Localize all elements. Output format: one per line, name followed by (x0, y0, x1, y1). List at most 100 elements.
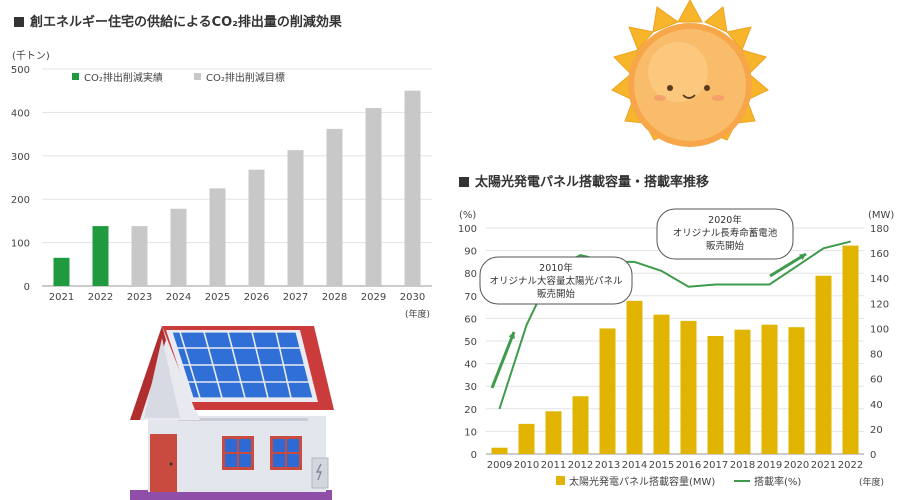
annotation-text: 2020年 (708, 214, 742, 226)
y-axis-label: (千トン) (12, 50, 50, 62)
left-tick-label: 0 (471, 450, 477, 461)
bar (599, 328, 616, 454)
right-tick-label: 20 (870, 425, 883, 436)
legend-label: CO₂排出削減実績 (84, 71, 163, 84)
left-tick-label: 50 (464, 337, 477, 348)
annotation-arrow (769, 252, 807, 278)
legend-label: 搭載率(%) (754, 475, 801, 488)
x-tick-label: 2019 (757, 460, 782, 471)
x-tick-label: 2017 (703, 460, 728, 471)
legend-label: 太陽光発電パネル搭載容量(MW) (569, 475, 715, 488)
right-tick-label: 140 (870, 274, 889, 285)
right-tick-label: 120 (870, 299, 889, 310)
x-tick-label: 2015 (649, 460, 674, 471)
y-tick-label: 300 (11, 152, 30, 163)
y-tick-label: 0 (24, 282, 30, 293)
line-point (850, 241, 851, 243)
bar (707, 335, 724, 454)
x-axis-label: (年度) (405, 308, 430, 320)
sun-illustration (611, 0, 769, 147)
line-point (499, 408, 500, 410)
bar (491, 447, 508, 454)
bar (815, 275, 832, 454)
annotation-callout (656, 208, 794, 260)
chart2-title: 太陽光発電パネル搭載容量・搭載率推移 (459, 171, 709, 190)
x-tick-label: 2012 (568, 460, 593, 471)
house-with-solar-panels-illustration (130, 326, 334, 500)
x-tick-label: 2030 (400, 292, 425, 303)
bar (170, 208, 187, 286)
bar (326, 128, 343, 286)
bar (572, 396, 589, 454)
bar (761, 324, 778, 454)
bar (131, 226, 148, 286)
legend-label: CO₂排出削減目標 (206, 71, 285, 84)
line-point (769, 284, 770, 285)
bar (287, 150, 304, 286)
x-tick-label: 2013 (595, 460, 620, 471)
x-tick-label: 2025 (205, 292, 230, 303)
y-tick-label: 200 (11, 195, 30, 206)
bar (545, 411, 562, 454)
x-tick-label: 2026 (244, 292, 269, 303)
annotation-arrowhead (508, 332, 515, 339)
annotation-text: 販売開始 (537, 288, 576, 300)
line-point (796, 265, 797, 267)
bar (788, 327, 805, 454)
annotation-text: 販売開始 (706, 240, 745, 252)
x-tick-label: 2009 (487, 460, 512, 471)
annotation-text: オリジナル大容量太陽光パネル (489, 275, 623, 287)
bar (734, 329, 751, 454)
line-point (634, 261, 635, 263)
line-point (688, 286, 689, 288)
x-tick-label: 2024 (166, 292, 191, 303)
chart1: (千トン) 0 100 200 300 400 500 2021 2022 2023 2024 202… (11, 50, 432, 320)
title-square-icon (14, 17, 24, 27)
left-tick-label: 90 (464, 247, 477, 258)
bar (626, 300, 643, 454)
right-tick-label: 60 (870, 375, 883, 386)
bar (680, 320, 697, 454)
right-tick-label: 0 (870, 450, 876, 461)
title-square-icon (459, 177, 469, 187)
bar (248, 169, 265, 286)
line-point (823, 247, 824, 249)
line-point (661, 270, 662, 272)
bar (92, 226, 109, 286)
right-tick-label: 180 (870, 224, 889, 235)
line-point (580, 254, 581, 256)
x-tick-label: 2020 (784, 460, 809, 471)
left-tick-label: 30 (464, 382, 477, 393)
x-tick-label: 2029 (361, 292, 386, 303)
annotation-callout (479, 256, 633, 305)
left-tick-label: 100 (458, 224, 477, 235)
x-tick-label: 2021 (811, 460, 836, 471)
right-tick-label: 40 (870, 400, 883, 411)
x-tick-label: 2014 (622, 460, 647, 471)
x-tick-label: 2023 (127, 292, 152, 303)
bar (209, 188, 226, 286)
left-tick-label: 70 (464, 292, 477, 303)
left-tick-label: 40 (464, 360, 477, 371)
left-tick-label: 20 (464, 405, 477, 416)
bar (53, 257, 70, 286)
annotation-arrow (490, 331, 516, 389)
line-point (526, 324, 527, 326)
x-tick-label: 2027 (283, 292, 308, 303)
left-axis-label: (%) (459, 210, 476, 221)
x-tick-label: 2022 (838, 460, 863, 471)
chart1-title: 創エネルギー住宅の供給によるCO₂排出量の削減効果 (14, 11, 342, 30)
bar (518, 423, 535, 454)
x-tick-label: 2010 (514, 460, 539, 471)
bar (653, 314, 670, 454)
right-tick-label: 80 (870, 350, 883, 361)
line-point (715, 284, 716, 285)
x-axis-label: (年度) (859, 476, 884, 488)
annotation-text: オリジナル長寿命蓄電池 (673, 227, 778, 239)
bar (365, 108, 382, 286)
x-tick-label: 2018 (730, 460, 755, 471)
x-tick-label: 2028 (322, 292, 347, 303)
legend-swatch (72, 73, 79, 80)
legend-swatch (194, 73, 201, 80)
chart2: (%) (MW) 0 10 20 30 40 50 60 70 80 90 100 0 20 40 60 80 10… (458, 208, 894, 488)
